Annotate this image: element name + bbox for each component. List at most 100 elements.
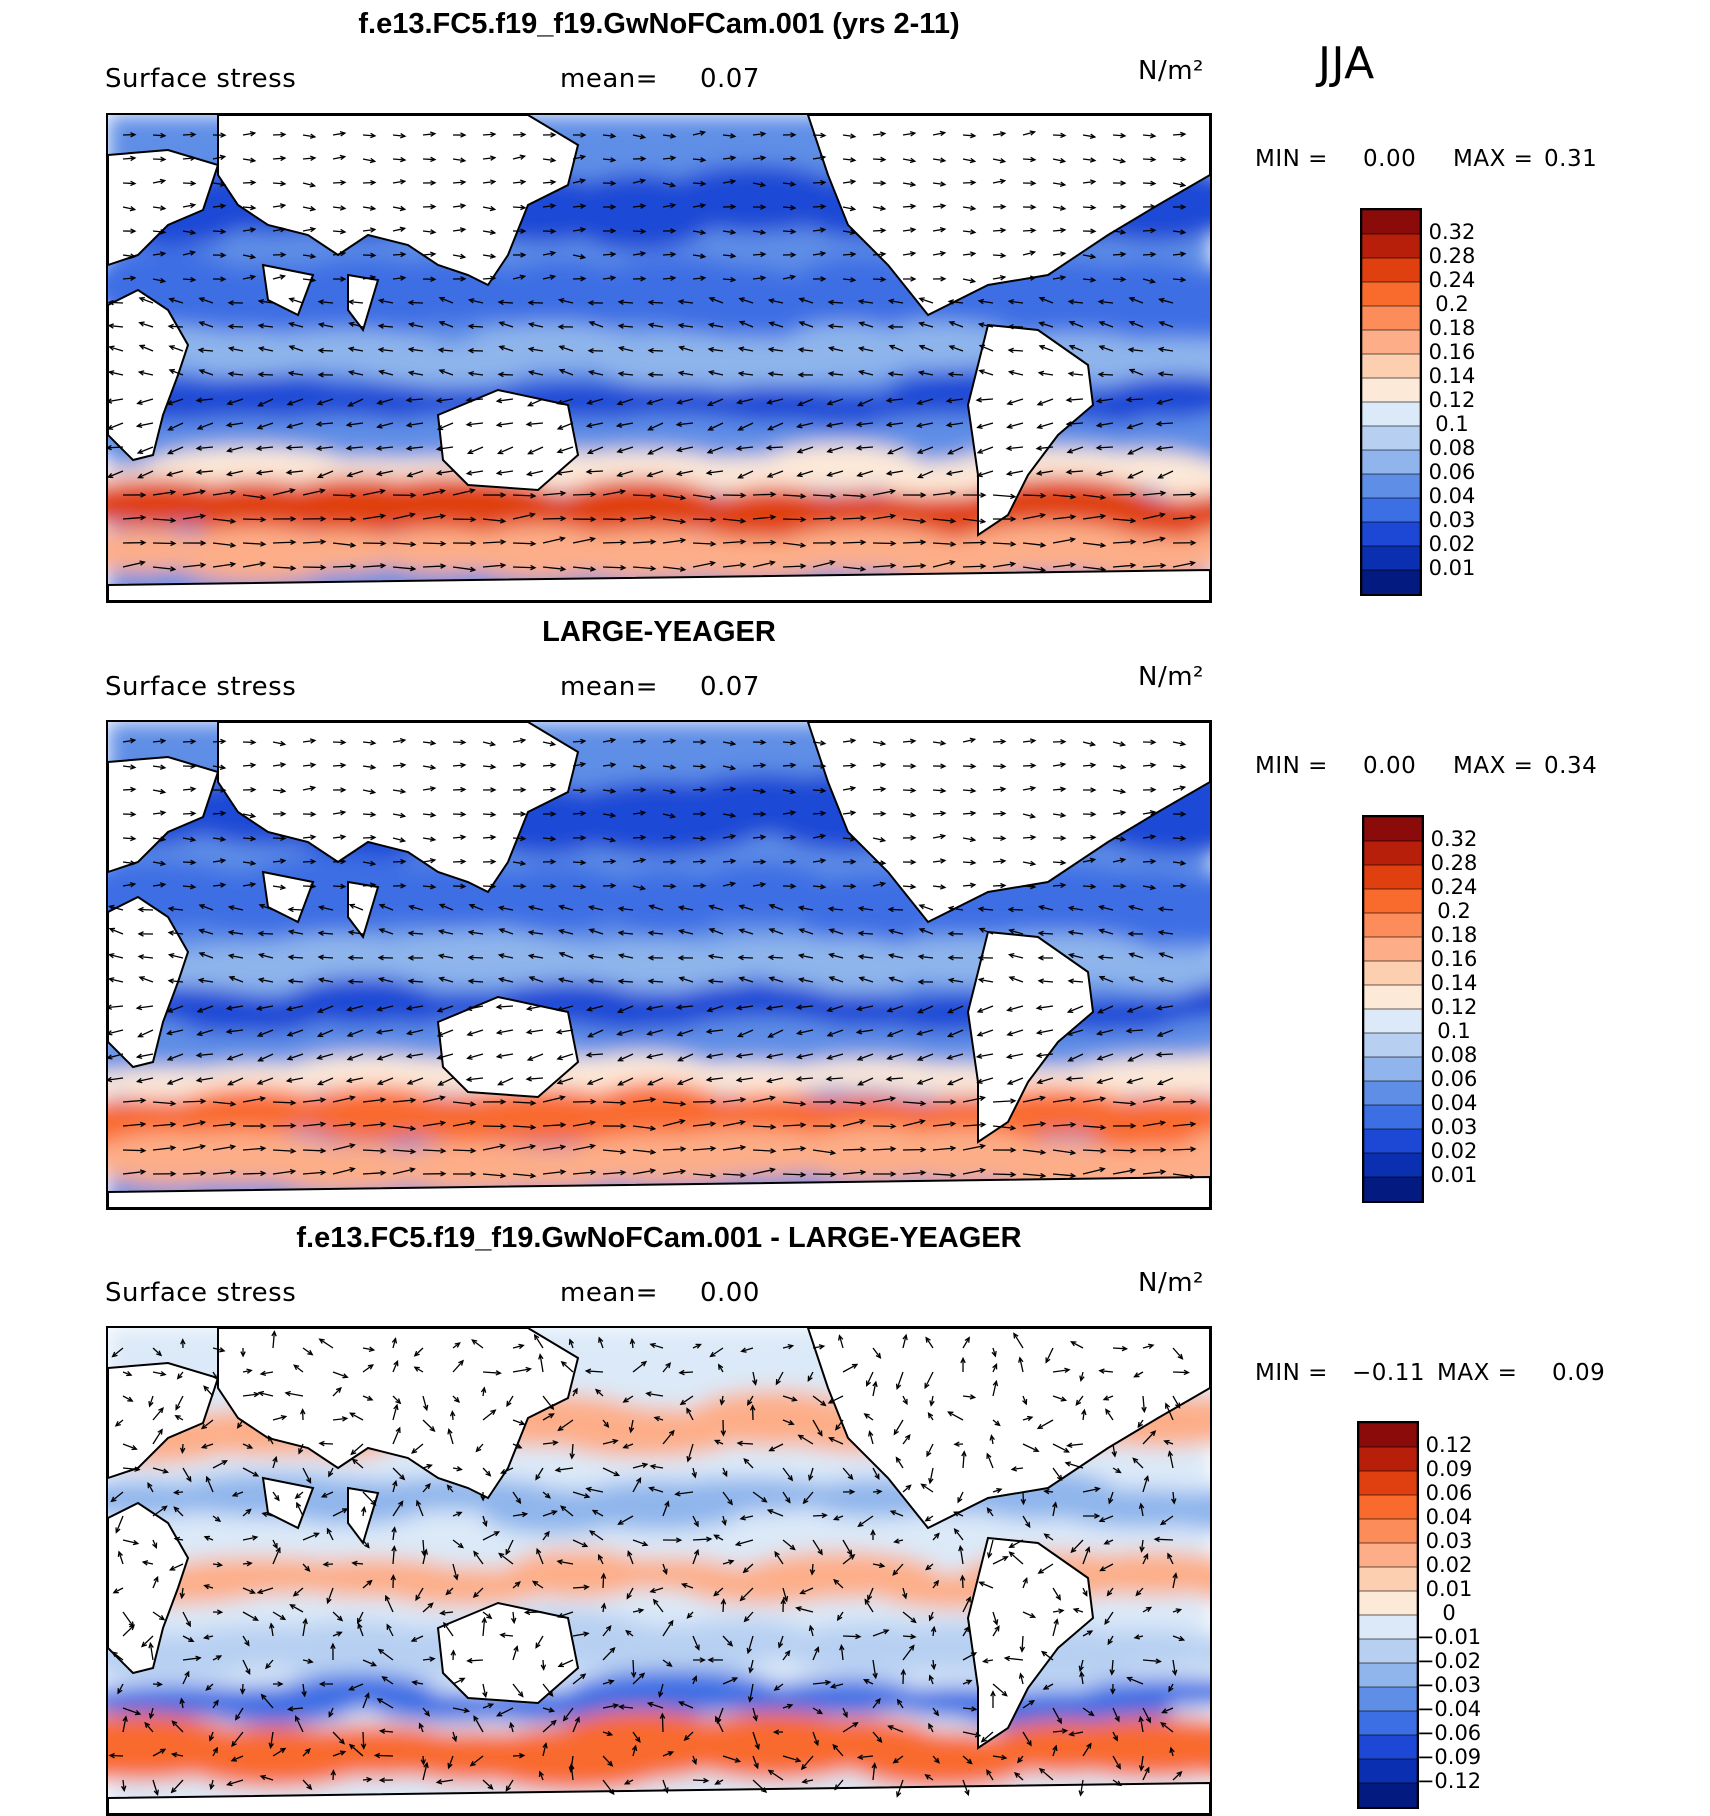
colorbar-tick-label: 0.01 <box>1412 556 1492 580</box>
colorbar-tick-label: 0.28 <box>1412 244 1492 268</box>
colorbar-tick-label: 0.06 <box>1409 1481 1489 1505</box>
colorbar-tick-label: 0.1 <box>1414 1019 1494 1043</box>
vector-arrow <box>963 566 985 567</box>
vector-arrow <box>993 1174 1015 1175</box>
vector-arrow <box>783 1174 805 1175</box>
colorbar-tick-label: 0.18 <box>1414 923 1494 947</box>
colorbar-tick-label: −0.03 <box>1409 1673 1489 1697</box>
colorbar-tick-label: 0.09 <box>1409 1457 1489 1481</box>
colorbar-tick-label: −0.09 <box>1409 1745 1489 1769</box>
vector-arrow <box>483 1126 505 1127</box>
panel-3-max-value: 0.09 <box>1552 1360 1605 1386</box>
colorbar-tick-label: 0.16 <box>1412 340 1492 364</box>
vector-arrow <box>783 519 805 520</box>
season-label: JJA <box>1318 38 1375 89</box>
colorbar-tick-label: 0.04 <box>1409 1505 1489 1529</box>
panel-3-mean-value: 0.00 <box>700 1278 760 1308</box>
panel-3-mean-label: mean= <box>560 1278 658 1308</box>
panel-1-max-label: MAX = <box>1453 146 1533 172</box>
colorbar-tick-label: 0.32 <box>1412 220 1492 244</box>
colorbar-tick-label: 0.32 <box>1414 827 1494 851</box>
panel-1-max-value: 0.31 <box>1544 146 1597 172</box>
panel-1-units: N/m² <box>1138 56 1204 86</box>
vector-arrow <box>813 518 835 519</box>
vector-arrow <box>183 1101 205 1102</box>
colorbar-tick-label: −0.06 <box>1409 1721 1489 1745</box>
colorbar-tick-label: 0.06 <box>1414 1067 1494 1091</box>
panel-1-min-label: MIN = <box>1255 146 1328 172</box>
vector-arrow <box>1155 1539 1173 1540</box>
vector-arrow <box>1113 1150 1135 1151</box>
colorbar-tick-label: 0.12 <box>1409 1433 1489 1457</box>
panel-3-max-label: MAX = <box>1437 1360 1517 1386</box>
vector-arrow <box>453 1150 475 1151</box>
panel-3-title: f.e13.FC5.f19_f19.GwNoFCam.001 - LARGE-Y… <box>106 1222 1212 1255</box>
vector-arrow <box>333 566 355 567</box>
vector-arrow <box>153 543 175 544</box>
colorbar-tick-label: 0.02 <box>1409 1553 1489 1577</box>
colorbar-tick-label: 0.03 <box>1412 508 1492 532</box>
colorbar-tick-label: −0.02 <box>1409 1649 1489 1673</box>
panel-2-title: LARGE-YEAGER <box>106 616 1212 649</box>
vector-arrow <box>662 1714 663 1732</box>
vector-arrow <box>573 494 595 495</box>
panel-2-mean-label: mean= <box>560 672 658 702</box>
colorbar-tick-label: 0.18 <box>1412 316 1492 340</box>
colorbar-tick-label: 0.01 <box>1414 1163 1494 1187</box>
vector-arrow <box>513 543 535 544</box>
colorbar-tick-label: 0.28 <box>1414 851 1494 875</box>
colorbar-tick-label: 0.04 <box>1414 1091 1494 1115</box>
map-svg <box>108 115 1210 601</box>
panel-3-variable: Surface stress <box>105 1278 296 1308</box>
vector-arrow <box>843 1149 865 1150</box>
vector-arrow <box>375 1755 393 1756</box>
panel-1-mean-value: 0.07 <box>700 64 760 94</box>
vector-arrow <box>123 1150 145 1151</box>
panel-2-max-value: 0.34 <box>1544 753 1597 779</box>
colorbar-tick-label: 0.04 <box>1412 484 1492 508</box>
vector-arrow <box>423 543 445 544</box>
colorbar-tick-label: 0.03 <box>1414 1115 1494 1139</box>
panel-2-map <box>106 720 1212 1210</box>
vector-arrow <box>243 1173 265 1174</box>
panel-3-min-value: −0.11 <box>1352 1360 1425 1386</box>
vector-arrow <box>273 542 295 543</box>
colorbar-tick-label: 0.06 <box>1412 460 1492 484</box>
vector-arrow <box>693 519 715 520</box>
colorbar-tick-label: 0.24 <box>1414 875 1494 899</box>
colorbar-tick-label: −0.04 <box>1409 1697 1489 1721</box>
panel-1-map <box>106 113 1212 603</box>
map-svg <box>108 1328 1210 1814</box>
colorbar-tick-label: −0.01 <box>1409 1625 1489 1649</box>
colorbar-tick-label: 0.12 <box>1412 388 1492 412</box>
colorbar-tick-label: 0.08 <box>1412 436 1492 460</box>
colorbar-tick-label: 0.24 <box>1412 268 1492 292</box>
vector-arrow <box>453 519 475 520</box>
colorbar-tick-label: 0.2 <box>1414 899 1494 923</box>
colorbar-tick-label: 0.08 <box>1414 1043 1494 1067</box>
colorbar-tick-label: 0.02 <box>1412 532 1492 556</box>
vector-arrow <box>603 567 625 568</box>
panel-2-max-label: MAX = <box>1453 753 1533 779</box>
panel-2-variable: Surface stress <box>105 672 296 702</box>
colorbar-tick-label: 0 <box>1409 1601 1489 1625</box>
colorbar-tick-label: 0.2 <box>1412 292 1492 316</box>
vector-arrow <box>543 518 565 519</box>
colorbar-tick-label: 0.03 <box>1409 1529 1489 1553</box>
colorbar-tick-label: 0.02 <box>1414 1139 1494 1163</box>
vector-arrow <box>603 519 625 520</box>
panel-2-mean-value: 0.07 <box>700 672 760 702</box>
panel-2-units: N/m² <box>1138 662 1204 692</box>
panel-1-variable: Surface stress <box>105 64 296 94</box>
panel-3-units: N/m² <box>1138 1268 1204 1298</box>
vector-arrow <box>1113 494 1135 495</box>
vector-arrow <box>243 519 265 520</box>
vector-arrow <box>1173 494 1195 495</box>
colorbar-tick-label: 0.14 <box>1412 364 1492 388</box>
panel-1-mean-label: mean= <box>560 64 658 94</box>
colorbar-tick-label: 0.01 <box>1409 1577 1489 1601</box>
colorbar-tick-label: 0.12 <box>1414 995 1494 1019</box>
panel-3-min-label: MIN = <box>1255 1360 1328 1386</box>
vector-arrow <box>1023 495 1045 496</box>
vector-arrow <box>513 567 535 568</box>
